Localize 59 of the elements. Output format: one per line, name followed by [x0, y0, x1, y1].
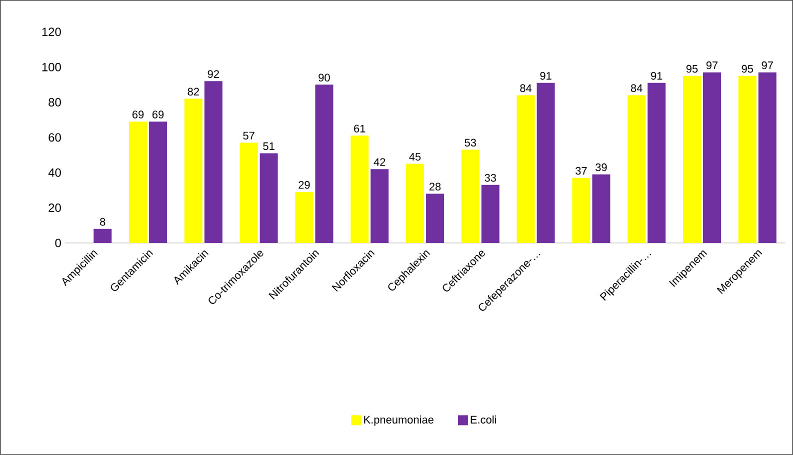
bar: [204, 81, 222, 243]
bar: [426, 194, 444, 243]
data-label: 95: [742, 64, 754, 73]
bar: [683, 76, 702, 243]
bar: [260, 153, 278, 243]
data-label: 57: [243, 132, 254, 140]
data-label: 91: [540, 72, 552, 80]
data-label: 42: [374, 158, 386, 166]
data-label: 82: [188, 88, 199, 96]
data-label: 51: [263, 142, 274, 150]
data-label: 69: [132, 110, 144, 118]
data-label: 97: [706, 61, 718, 70]
data-label: 8: [100, 218, 106, 226]
data-label: 92: [208, 70, 219, 78]
data-label: 28: [429, 182, 441, 191]
bar: [461, 150, 480, 243]
data-label: 33: [484, 174, 496, 182]
bar: [592, 174, 610, 243]
data-label: 69: [152, 110, 164, 118]
bar: [758, 72, 776, 243]
y-tick-label: 120: [42, 28, 61, 36]
bar: [149, 122, 168, 243]
bar: [184, 98, 202, 243]
bar: [572, 178, 590, 243]
bar: [350, 136, 369, 243]
data-label: 91: [651, 72, 662, 80]
data-label: 45: [409, 153, 421, 161]
y-tick-label: 60: [48, 133, 61, 142]
data-label: 84: [520, 84, 532, 92]
data-label: 37: [576, 166, 587, 175]
bar: [315, 84, 334, 243]
data-label: 61: [354, 124, 366, 133]
bar: [703, 72, 722, 243]
data-label: 97: [762, 61, 773, 70]
y-tick-label: 80: [48, 98, 61, 107]
bar: [648, 82, 666, 243]
bar: [516, 95, 535, 243]
data-label: 39: [596, 163, 607, 172]
data-label: 84: [630, 84, 642, 92]
data-label: 95: [686, 64, 698, 73]
legend-label: E.coli: [470, 416, 496, 424]
bar: [94, 228, 112, 243]
y-tick-label: 20: [48, 204, 61, 212]
bar: [406, 164, 424, 243]
data-label: 90: [318, 74, 330, 82]
data-label: 53: [464, 138, 476, 147]
bar: [240, 142, 258, 243]
bar: [536, 82, 555, 243]
bar: [481, 184, 500, 243]
data-label: 29: [298, 181, 310, 189]
bar: [129, 122, 148, 243]
bar: [295, 192, 314, 243]
bar: [370, 169, 389, 243]
bar: [738, 76, 756, 243]
y-tick-label: 100: [42, 62, 61, 72]
legend-label: K.pneumoniae: [364, 416, 434, 426]
bar: [628, 95, 646, 243]
y-tick-label: 40: [48, 168, 61, 177]
y-tick-label: 0: [55, 238, 61, 248]
